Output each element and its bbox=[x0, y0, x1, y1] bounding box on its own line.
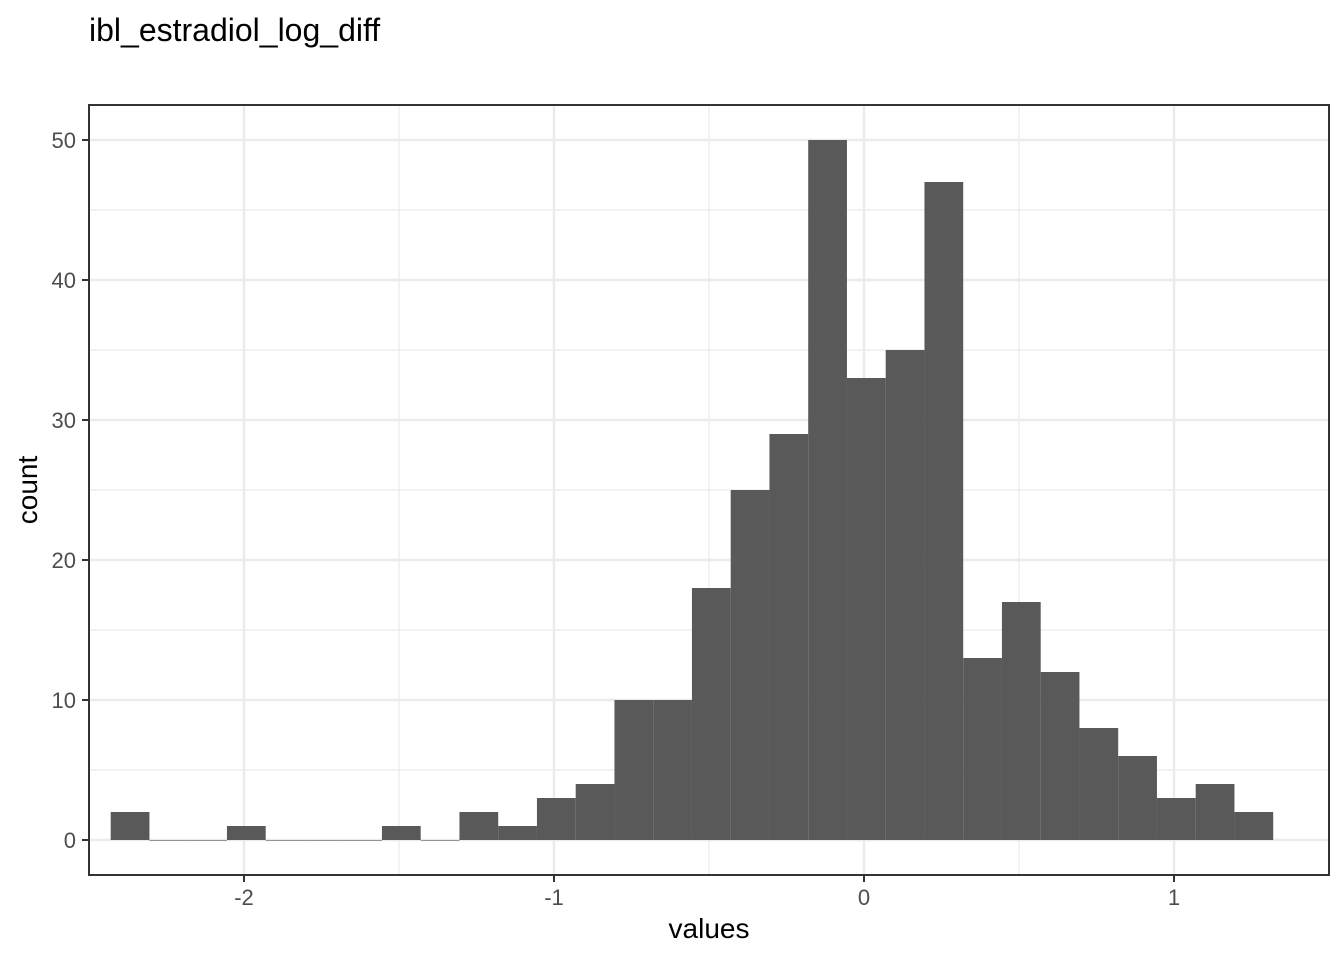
histogram-bar bbox=[188, 840, 227, 841]
histogram-bar bbox=[1156, 798, 1196, 840]
histogram-bar bbox=[265, 840, 305, 841]
histogram-bar bbox=[381, 826, 421, 840]
y-axis-title: count bbox=[12, 456, 43, 525]
y-tick-label: 0 bbox=[64, 828, 76, 853]
histogram-bar bbox=[575, 784, 615, 840]
histogram-bar bbox=[1195, 784, 1235, 840]
x-tick-label: -1 bbox=[544, 885, 564, 910]
histogram-bar bbox=[1118, 756, 1157, 840]
histogram-bar bbox=[1040, 672, 1080, 840]
histogram-bar bbox=[149, 840, 189, 841]
histogram-bar bbox=[924, 182, 964, 840]
histogram-bar bbox=[1001, 602, 1041, 840]
histogram-bar bbox=[653, 700, 692, 840]
x-tick-label: 1 bbox=[1168, 885, 1180, 910]
histogram-bar bbox=[304, 840, 344, 841]
chart-title: ibl_estradiol_log_diff bbox=[89, 12, 380, 48]
histogram-bar bbox=[963, 658, 1002, 840]
x-tick-label: -2 bbox=[234, 885, 254, 910]
y-tick-label: 10 bbox=[52, 688, 76, 713]
y-tick-label: 40 bbox=[52, 268, 76, 293]
histogram-bar bbox=[420, 840, 460, 841]
histogram-bar bbox=[691, 588, 731, 840]
y-tick-label: 50 bbox=[52, 128, 76, 153]
histogram-bar bbox=[498, 826, 537, 840]
histogram-bar bbox=[885, 350, 925, 840]
histogram-bar bbox=[343, 840, 382, 841]
histogram-bar bbox=[769, 434, 809, 840]
histogram-bar bbox=[110, 812, 150, 840]
y-tick-label: 20 bbox=[52, 548, 76, 573]
histogram-bar bbox=[1079, 728, 1119, 840]
histogram-bar bbox=[730, 490, 770, 840]
histogram-bar bbox=[536, 798, 576, 840]
histogram-bar bbox=[226, 826, 266, 840]
x-tick-label: 0 bbox=[858, 885, 870, 910]
histogram-bar bbox=[808, 140, 847, 840]
x-axis-title: values bbox=[669, 913, 750, 944]
histogram-bar bbox=[614, 700, 654, 840]
histogram-bar bbox=[459, 812, 499, 840]
histogram-bar bbox=[1234, 812, 1274, 840]
histogram-bars bbox=[110, 140, 1274, 841]
histogram-bar bbox=[846, 378, 886, 840]
y-tick-label: 30 bbox=[52, 408, 76, 433]
plot-panel-border bbox=[88, 104, 1330, 876]
